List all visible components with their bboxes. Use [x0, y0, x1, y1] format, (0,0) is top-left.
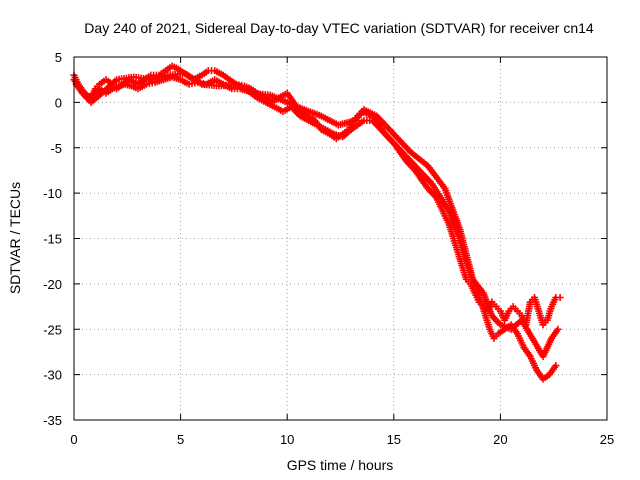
tick-labels: 0 5 10 15 20 25 5 0 -5 -10 -15 -20 -25 -30 -35 [43, 50, 614, 447]
y-tick-label: -30 [43, 368, 62, 383]
data-point [556, 293, 564, 301]
chart-title: Day 240 of 2021, Sidereal Day-to-day VTE… [84, 20, 594, 36]
y-tick-label: -10 [43, 186, 62, 201]
x-tick-label: 5 [177, 432, 184, 447]
y-tick-label: -5 [50, 141, 62, 156]
x-tick-label: 10 [280, 432, 294, 447]
data-points [70, 62, 564, 383]
y-tick-label: -25 [43, 322, 62, 337]
x-tick-label: 15 [387, 432, 401, 447]
x-tick-label: 0 [70, 432, 77, 447]
y-tick-label: -15 [43, 232, 62, 247]
x-tick-label: 25 [600, 432, 614, 447]
y-tick-label: 0 [55, 95, 62, 110]
series-track-c [72, 69, 562, 360]
x-axis-label: GPS time / hours [287, 457, 394, 473]
x-tick-label: 20 [493, 432, 507, 447]
y-axis-label: SDTVAR / TECUs [7, 182, 23, 294]
y-tick-label: 5 [55, 50, 62, 65]
ticks [73, 56, 608, 421]
data-point [554, 325, 562, 333]
y-tick-label: -20 [43, 277, 62, 292]
grid [74, 57, 607, 420]
y-tick-label: -35 [43, 413, 62, 428]
data-point [552, 362, 560, 370]
